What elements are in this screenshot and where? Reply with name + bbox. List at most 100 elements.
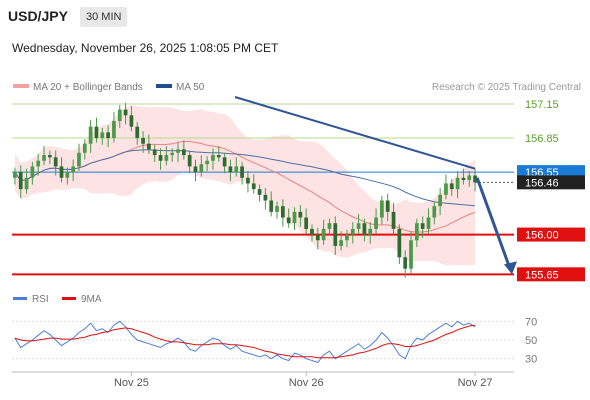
candle-body — [77, 152, 81, 167]
candle-body — [251, 183, 256, 190]
rsi-series-0 — [14, 320, 476, 363]
candle-body — [59, 166, 64, 178]
candle-body — [315, 234, 320, 241]
candle-body — [71, 166, 76, 173]
level-tag-support — [517, 227, 585, 242]
candle-body — [30, 166, 35, 178]
candle-body — [228, 166, 233, 173]
candle-body — [176, 149, 180, 153]
rsi-tick-label: 30 — [525, 354, 537, 366]
candle-body — [286, 217, 291, 224]
candle-body — [53, 157, 58, 167]
candle-body — [100, 132, 105, 139]
rsi-tick-label: 50 — [525, 335, 537, 347]
rsi-ma-legend-label: 9MA — [81, 294, 102, 305]
candle-body — [187, 155, 192, 167]
candle-body — [339, 240, 343, 246]
rsi-tick-label: 70 — [525, 316, 537, 328]
candle-body — [170, 152, 175, 156]
candle-body — [333, 223, 338, 246]
candle-body — [47, 155, 52, 158]
candle-body — [94, 126, 99, 139]
level-tag-support — [517, 267, 585, 282]
rsi-legend-label: RSI — [32, 294, 49, 305]
candle-body — [269, 200, 274, 212]
moving-averages — [14, 141, 476, 233]
candle-body — [106, 132, 110, 139]
candle-body — [36, 160, 41, 167]
rsi-ma-legend-swatch — [62, 297, 76, 300]
rsi-series-1 — [14, 324, 476, 359]
credit-label: Research © 2025 Trading Central — [432, 82, 581, 93]
candle-body — [432, 206, 437, 218]
level-label-support: 155.65 — [525, 269, 559, 281]
candle-body — [380, 200, 384, 218]
candle-body — [350, 228, 355, 235]
candle-body — [467, 175, 472, 181]
timeframe-button[interactable]: 30 MIN — [80, 7, 128, 27]
candle-body — [211, 155, 215, 161]
candle-body — [444, 183, 448, 195]
candle-body — [88, 126, 93, 144]
timestamp-label: Wednesday, November 26, 2025 1:08:05 PM … — [12, 41, 279, 55]
candle-body — [158, 155, 163, 161]
candle-body — [65, 172, 70, 178]
legend-swatch-ma50 — [156, 84, 172, 88]
candle-body — [374, 217, 378, 229]
candle-body — [246, 177, 250, 184]
candle-body — [216, 155, 221, 158]
candle-body — [426, 217, 431, 229]
time-axis: Nov 25 Nov 26 Nov 27 — [12, 371, 514, 389]
candle-body — [152, 149, 157, 156]
candle-body — [385, 200, 390, 212]
candle-body — [397, 228, 402, 258]
level-label-resistance: 156.85 — [525, 133, 559, 145]
candle-body — [409, 240, 413, 269]
candle-body — [356, 223, 361, 229]
candle-body — [24, 177, 29, 190]
rsi-legend-swatch — [13, 297, 27, 300]
candle-body — [234, 166, 239, 173]
candle-body — [304, 217, 309, 229]
candle-body — [327, 223, 332, 229]
projection-arrow — [475, 177, 512, 270]
candle-body — [240, 166, 244, 178]
x-tick-label: Nov 26 — [289, 377, 324, 389]
candle-body — [321, 228, 326, 241]
last-price-label: 156.46 — [525, 177, 559, 189]
x-tick-label: Nov 27 — [458, 377, 493, 389]
candle-body — [141, 138, 145, 144]
candle-body — [345, 234, 349, 241]
candle-body — [205, 160, 210, 165]
candle-body — [117, 109, 122, 121]
candle-body — [257, 189, 262, 195]
candle-body — [362, 223, 367, 235]
chart-legend: MA 20 + Bollinger Bands MA 50 Research ©… — [13, 82, 581, 93]
legend-label-ma20: MA 20 + Bollinger Bands — [33, 82, 143, 93]
ma50-line — [14, 149, 476, 207]
legend-swatch-ma20 — [13, 84, 29, 88]
candle-body — [164, 155, 169, 161]
candle-body — [438, 194, 443, 207]
x-tick-label: Nov 25 — [114, 377, 149, 389]
annotation-layer — [234, 96, 517, 275]
candle-body — [147, 143, 151, 150]
rsi-legend: RSI 9MA — [13, 294, 102, 305]
candle-body — [82, 143, 87, 153]
last-price-tag — [517, 175, 585, 190]
candle-body — [18, 172, 23, 190]
projection-arrowhead — [504, 261, 517, 275]
candle-body — [455, 177, 460, 190]
candle-body — [461, 177, 466, 181]
candle-body — [135, 126, 140, 139]
candle-body — [420, 223, 425, 229]
candle-body — [123, 109, 128, 116]
bollinger-band-layer — [14, 105, 476, 266]
legend-label-ma50: MA 50 — [176, 82, 205, 93]
candle-body — [181, 149, 186, 156]
candle-body — [13, 172, 17, 178]
rsi-panel: 70 50 30 — [12, 316, 537, 366]
candle-body — [473, 175, 477, 183]
